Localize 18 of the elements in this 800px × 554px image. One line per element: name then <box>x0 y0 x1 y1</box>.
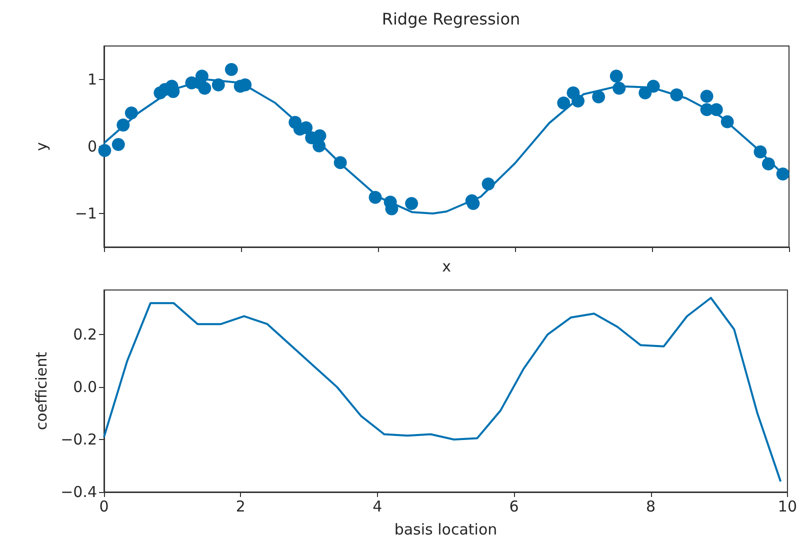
y-tick-label: 1 <box>87 70 97 88</box>
chart-title: Ridge Regression <box>382 10 520 28</box>
y-axis-title: y <box>32 142 50 151</box>
y-tick-label: 0.2 <box>73 326 97 344</box>
x-tick-label: 4 <box>372 498 382 516</box>
y-tick-label: −0.4 <box>60 483 97 501</box>
y-tick-label: −0.2 <box>60 430 97 449</box>
y-tick-label: −1 <box>74 204 97 222</box>
y-axis-title: coefficient <box>32 352 50 430</box>
x-axis-title: x <box>442 258 452 276</box>
x-tick-label: 8 <box>646 498 656 516</box>
x-tick-label: 0 <box>99 498 109 516</box>
x-tick-label: 2 <box>236 498 246 516</box>
x-tick-label: 6 <box>509 498 519 516</box>
y-tick-label: 0 <box>87 138 97 156</box>
x-tick-label: 10 <box>778 498 798 516</box>
x-axis-title: basis location <box>394 520 498 538</box>
y-tick-label: 0.0 <box>73 378 97 396</box>
